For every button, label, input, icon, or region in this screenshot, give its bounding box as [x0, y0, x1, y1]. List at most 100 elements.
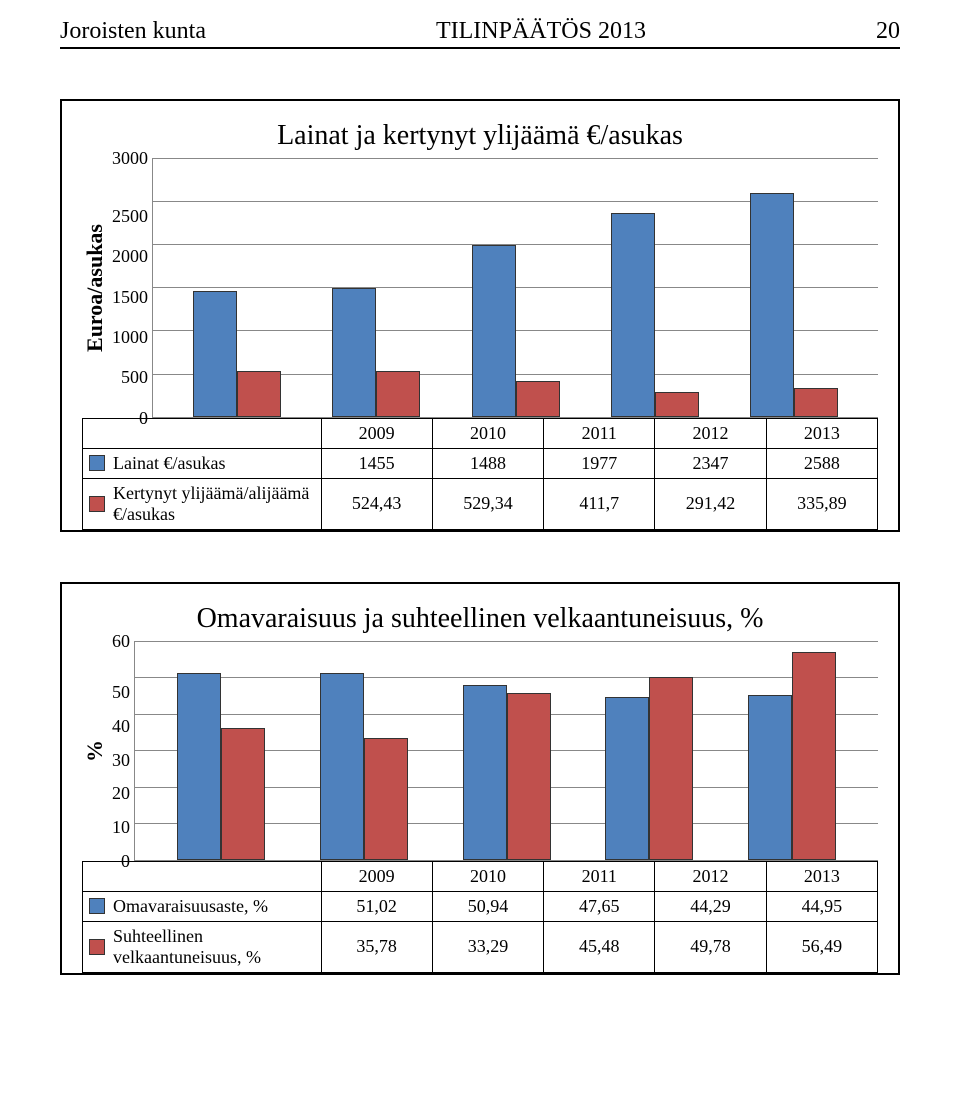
chart2-ytick: 20: [112, 784, 130, 802]
chart2-bar: [221, 728, 265, 859]
legend-label: Omavaraisuusaste, %: [113, 896, 268, 917]
chart2-bar: [177, 673, 221, 860]
header-left: Joroisten kunta: [60, 18, 206, 45]
chart1-ytick: 2000: [112, 247, 148, 265]
chart1-table-cell: 1977: [544, 448, 655, 478]
chart1-bar-group: [168, 291, 307, 417]
chart1-table-col-header: 2009: [321, 418, 432, 448]
chart2-table-cell: 49,78: [655, 921, 766, 972]
chart1-ytick: 2500: [112, 207, 148, 225]
chart1-bar: [193, 291, 237, 417]
header-page-number: 20: [876, 18, 900, 45]
chart2-wrap: % 6050403020100: [82, 641, 878, 861]
chart1-wrap: Euroa/asukas 300025002000150010005000: [82, 158, 878, 418]
chart2-ytick: 50: [112, 683, 130, 701]
legend-swatch: [89, 898, 105, 914]
chart1-table-cell: 335,89: [766, 478, 877, 529]
chart2-bar: [364, 738, 408, 860]
chart1-series-label-cell: Lainat €/asukas: [83, 448, 322, 478]
chart2-data-table: 20092010201120122013Omavaraisuusaste, %5…: [82, 861, 878, 973]
chart1-table-cell: 529,34: [432, 478, 543, 529]
chart1-bar: [332, 288, 376, 417]
chart2-table-cell: 47,65: [544, 891, 655, 921]
chart2-bars-layer: [135, 641, 878, 860]
chart1-table-cell: 291,42: [655, 478, 766, 529]
chart1-ytick: 0: [139, 409, 148, 427]
chart1-table-cell: 2347: [655, 448, 766, 478]
chart2-bar-group: [293, 673, 436, 860]
legend-swatch: [89, 939, 105, 955]
legend-label: Lainat €/asukas: [113, 453, 225, 474]
chart2-y-axis-label: %: [82, 740, 108, 762]
chart2-table-col-header: 2013: [766, 861, 877, 891]
chart2-panel: Omavaraisuus ja suhteellinen velkaantune…: [60, 582, 900, 975]
chart1-bar: [237, 371, 281, 416]
chart1-ytick: 3000: [112, 149, 148, 167]
chart1-table-col-header: 2013: [766, 418, 877, 448]
chart1-bar-group: [307, 288, 446, 417]
chart2-bar: [792, 652, 836, 859]
chart2-bar: [605, 697, 649, 859]
chart2-bar: [748, 695, 792, 860]
chart2-ytick: 40: [112, 717, 130, 735]
chart2-bar: [320, 673, 364, 860]
chart1-table-col-header: 2010: [432, 418, 543, 448]
chart2-title: Omavaraisuus ja suhteellinen velkaantune…: [82, 604, 878, 635]
chart2-bar: [463, 685, 507, 860]
chart2-bar-group: [435, 685, 578, 860]
header-center: TILINPÄÄTÖS 2013: [436, 18, 646, 45]
chart1-table-cell: 524,43: [321, 478, 432, 529]
chart1-table-col-header: 2012: [655, 418, 766, 448]
chart2-series-label-cell: Suhteellinen velkaantuneisuus, %: [83, 921, 322, 972]
chart2-ytick: 10: [112, 818, 130, 836]
chart1-bar-group: [446, 245, 585, 416]
chart1-bar: [611, 213, 655, 416]
chart2-table-cell: 33,29: [432, 921, 543, 972]
chart1-bar: [655, 392, 699, 417]
chart2-table-col-header: 2012: [655, 861, 766, 891]
chart1-ytick: 1500: [112, 288, 148, 306]
chart2-table-cell: 44,95: [766, 891, 877, 921]
legend-label: Suhteellinen velkaantuneisuus, %: [113, 926, 315, 968]
chart2-yticks: 6050403020100: [112, 641, 134, 861]
chart2-table-cell: 45,48: [544, 921, 655, 972]
chart1-table-cell: 1455: [321, 448, 432, 478]
chart2-ytick: 60: [112, 632, 130, 650]
chart1-ytick: 1000: [112, 328, 148, 346]
chart1-y-axis-label: Euroa/asukas: [82, 224, 108, 352]
chart1-table-cell: 411,7: [544, 478, 655, 529]
chart2-bar-group: [578, 677, 721, 860]
chart2-bar: [507, 693, 551, 860]
chart1-ytick: 500: [121, 368, 148, 386]
chart2-table-col-header: 2009: [321, 861, 432, 891]
chart2-table-cell: 56,49: [766, 921, 877, 972]
chart2-bar-group: [720, 652, 863, 859]
chart2-plot-area: [134, 641, 878, 861]
chart2-table-cell: 50,94: [432, 891, 543, 921]
chart1-data-table: 20092010201120122013Lainat €/asukas14551…: [82, 418, 878, 530]
chart2-ytick: 30: [112, 751, 130, 769]
chart2-bar: [649, 677, 693, 860]
chart1-bar: [750, 193, 794, 417]
chart2-table-cell: 35,78: [321, 921, 432, 972]
chart1-title: Lainat ja kertynyt ylijäämä €/asukas: [82, 121, 878, 152]
legend-swatch: [89, 496, 105, 512]
chart2-table-corner: [83, 861, 322, 891]
chart1-yticks: 300025002000150010005000: [112, 158, 152, 418]
chart1-bar-group: [724, 193, 863, 417]
chart2-table-cell: 44,29: [655, 891, 766, 921]
chart1-table-cell: 1488: [432, 448, 543, 478]
chart2-table-cell: 51,02: [321, 891, 432, 921]
chart1-bar: [794, 388, 838, 417]
chart1-bar: [376, 371, 420, 417]
chart1-panel: Lainat ja kertynyt ylijäämä €/asukas Eur…: [60, 99, 900, 532]
chart2-bar-group: [150, 673, 293, 860]
chart2-ytick: 0: [121, 852, 130, 870]
chart1-table-col-header: 2011: [544, 418, 655, 448]
chart1-bar-group: [585, 213, 724, 416]
chart1-bars-layer: [153, 158, 878, 417]
page: Joroisten kunta TILINPÄÄTÖS 2013 20 Lain…: [0, 0, 960, 1015]
chart2-table-col-header: 2010: [432, 861, 543, 891]
chart2-series-label-cell: Omavaraisuusaste, %: [83, 891, 322, 921]
chart1-bar: [472, 245, 516, 416]
